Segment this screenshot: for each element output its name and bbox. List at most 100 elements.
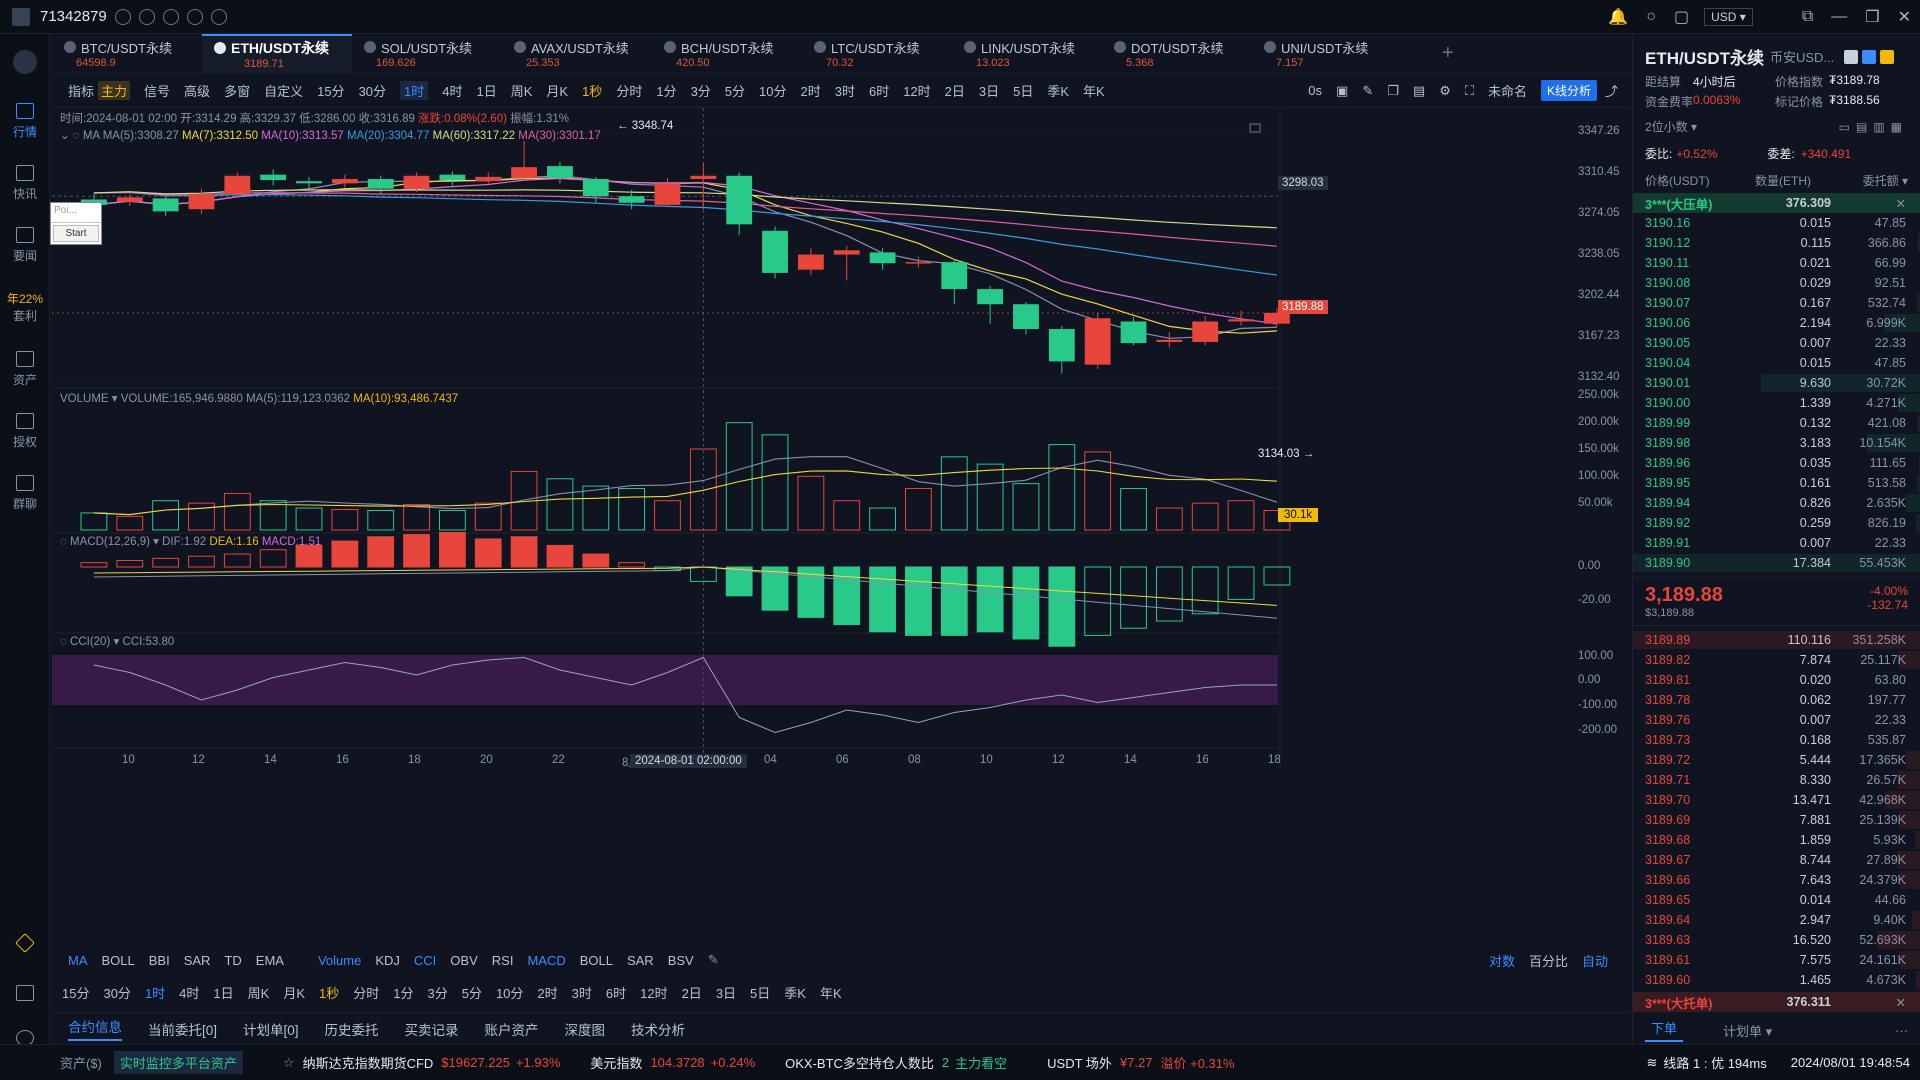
rail-auth[interactable]: 授权 [0,400,50,462]
bid-row[interactable]: 3189.82 7.874 25.117K [1633,650,1920,670]
macd-label[interactable]: MACD(12,26,9) [70,536,150,548]
interval-6h[interactable]: 6时 [868,84,890,99]
bid-row[interactable]: 3189.61 7.575 24.161K [1633,950,1920,970]
gift-icon[interactable]: ▢ [1673,8,1690,26]
pen-icon[interactable]: ✎ [1362,82,1374,98]
layout-icon[interactable]: ▤ [1412,82,1426,98]
interval-option[interactable]: 2日 [681,985,702,1001]
bid-row[interactable]: 3189.68 1.859 5.93K [1633,830,1920,850]
more-icon[interactable]: ··· [1895,1022,1908,1038]
rail-flash[interactable]: 快讯 [0,152,50,214]
interval-option[interactable]: 3日 [715,985,737,1001]
bottom-tab[interactable]: 深度图 [564,1022,606,1038]
ask-row[interactable]: 3190.01 9.630 30.72K [1633,373,1920,393]
cloud-template-dropdown[interactable]: 未命名 [1487,84,1527,99]
ask-row[interactable]: 3190.11 0.021 66.99 [1633,253,1920,273]
bid-row[interactable]: 3189.72 5.444 17.365K [1633,750,1920,770]
ask-row[interactable]: 3190.05 0.007 22.33 [1633,333,1920,353]
interval-option[interactable]: 5日 [750,985,771,1001]
ma-label[interactable]: MA [82,130,100,142]
rail-market[interactable]: 行情 [0,90,50,152]
interval-2h[interactable]: 2时 [800,84,821,99]
rail-arbitrage[interactable]: 年22% 套利 [0,276,50,338]
rail-news[interactable]: 要闻 [0,214,50,276]
interval-option[interactable]: 15分 [62,985,90,1001]
ask-row[interactable]: 3189.98 3.183 10.154K [1633,433,1920,453]
edit-indicator-icon[interactable]: ✎ [707,952,719,967]
interval-1M[interactable]: 月K [546,84,569,99]
interval-option[interactable]: 周K [247,985,270,1001]
ask-row[interactable]: 3190.16 0.015 47.85 [1633,213,1920,233]
bid-row[interactable]: 3189.66 7.643 24.379K [1633,870,1920,890]
flash-icon[interactable] [138,8,155,25]
interval-year[interactable]: 年K [1083,84,1105,99]
ask-row[interactable]: 3189.92 0.259 826.19 [1633,513,1920,533]
interval-1h[interactable]: 1时 [400,81,429,100]
interval-3min[interactable]: 3分 [690,84,711,99]
auto-scale-toggle[interactable]: 自动 [1581,953,1608,969]
interval-5min[interactable]: 5分 [724,84,746,99]
tab-avax[interactable]: AVAX/USDT永续 25.353 [502,34,652,74]
interval-option[interactable]: 6时 [605,985,627,1001]
big-bid-row[interactable]: 3***(大托单) 376.311 ✕ [1633,992,1920,1012]
ask-row[interactable]: 3189.96 0.035 111.65 [1633,453,1920,473]
fire-icon[interactable] [1880,49,1895,64]
bottom-tab[interactable]: 买卖记录 [404,1022,459,1038]
ob-layout-icons[interactable]: ▭▤▥▦ [1838,119,1908,134]
interval-option[interactable]: 3分 [427,985,448,1001]
bottom-tab[interactable]: 合约信息 [68,1016,122,1041]
plan-order-tab[interactable]: 计划单 ▾ [1723,1023,1773,1039]
interval-option[interactable]: 季K [784,985,806,1001]
signal-button[interactable]: 信号 [144,84,171,99]
interval-option[interactable]: 10分 [495,985,524,1001]
ind-boll[interactable]: BOLL [101,952,135,968]
interval-option[interactable]: 1分 [393,985,414,1001]
ob-exchange[interactable]: 币安USD... [1770,50,1835,65]
interval-option[interactable]: 年K [819,985,842,1001]
bottom-tab[interactable]: 技术分析 [631,1022,686,1038]
bid-row[interactable]: 3189.89 110.116 351.258K [1633,630,1920,650]
interval-option[interactable]: 分时 [353,985,380,1001]
sub-rsi[interactable]: RSI [491,952,514,968]
bell-icon[interactable] [1844,49,1859,64]
interval-option[interactable]: 3时 [571,985,592,1001]
interval-quarter[interactable]: 季K [1047,84,1070,99]
interval-1s[interactable]: 1秒 [582,84,603,99]
bid-row[interactable]: 3189.60 1.465 4.673K [1633,970,1920,990]
bid-row[interactable]: 3189.78 0.062 197.77 [1633,690,1920,710]
rail-device[interactable] [0,964,50,1026]
bottom-tab[interactable]: 计划单[0] [243,1022,299,1038]
interval-1w[interactable]: 周K [510,84,533,99]
decimals-select[interactable]: 2位小数 ▾ [1645,120,1698,134]
interval-1min[interactable]: 1分 [656,84,677,99]
tab-dot[interactable]: DOT/USDT永续 5.368 [1102,34,1252,74]
log-scale-toggle[interactable]: 对数 [1488,953,1515,969]
rail-chat[interactable]: 群聊 [0,462,50,524]
ask-row[interactable]: 3189.94 0.826 2.635K [1633,493,1920,513]
window-icon[interactable]: ❐ [1387,82,1399,98]
sub-macd[interactable]: MACD [527,952,566,968]
bid-row[interactable]: 3189.64 2.947 9.40K [1633,910,1920,930]
ask-row[interactable]: 3189.91 0.007 22.33 [1633,533,1920,553]
tab-ltc[interactable]: LTC/USDT永续 70.32 [802,34,952,74]
sub-sar[interactable]: SAR [626,952,654,968]
fullscreen-icon[interactable]: ⛶ [1464,82,1474,98]
main-force-button[interactable]: 主力 [98,81,131,100]
advanced-button[interactable]: 高级 [184,84,211,99]
interval-time[interactable]: 分时 [616,84,643,99]
share-icon[interactable]: ⤴ [1604,84,1618,99]
interval-30m[interactable]: 30分 [358,84,387,99]
camera-icon[interactable]: ▣ [1336,82,1349,98]
bid-row[interactable]: 3189.69 7.881 25.139K [1633,810,1920,830]
add-tab-icon[interactable]: + [1442,42,1454,64]
maximize-icon[interactable]: ❐ [1865,8,1880,26]
chart-svg[interactable] [52,108,1630,938]
cci-label[interactable]: CCI(20) [70,636,111,648]
tab-sol[interactable]: SOL/USDT永续 169.626 [352,34,502,74]
sub-cci[interactable]: CCI [413,952,437,968]
ind-sar[interactable]: SAR [183,952,211,968]
interval-option[interactable]: 1秒 [318,985,340,1001]
status-icon[interactable] [114,8,131,25]
popout-icon[interactable]: ⧉ [1801,7,1814,25]
close-icon[interactable]: ✕ [1895,196,1906,211]
